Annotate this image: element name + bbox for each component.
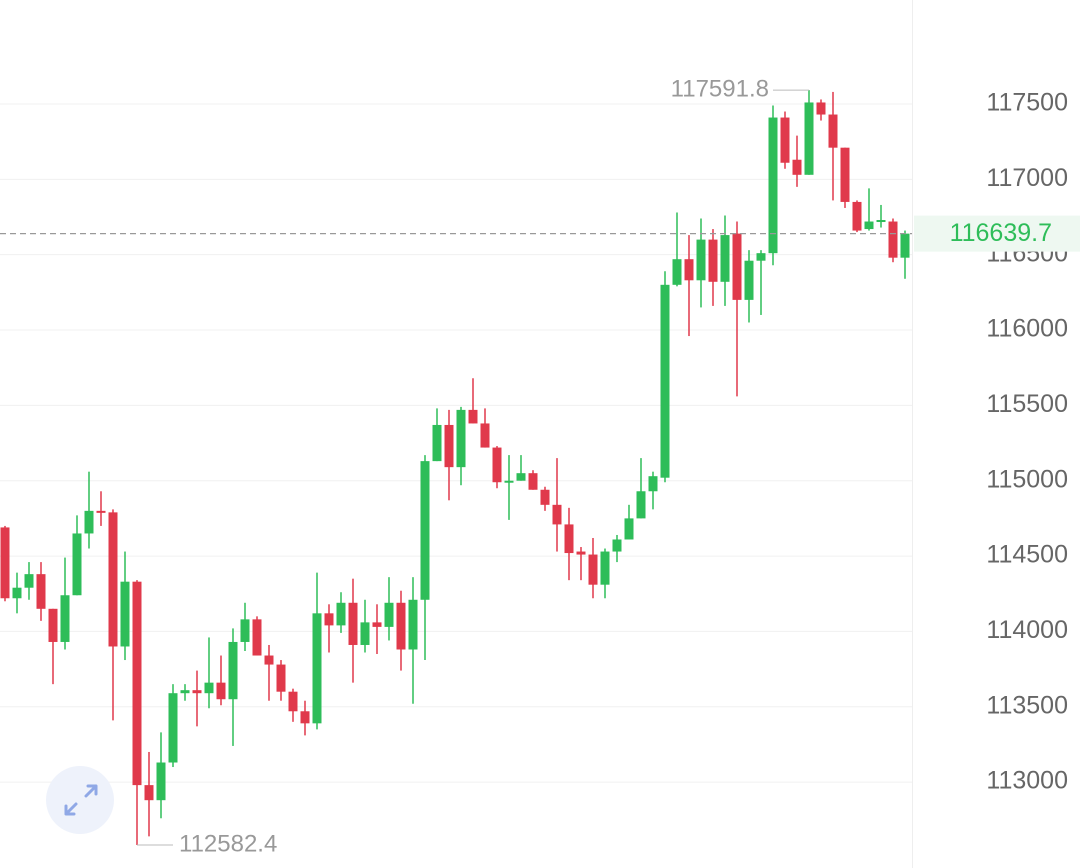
candle-body xyxy=(684,259,694,281)
candle-body xyxy=(132,581,142,786)
candle-body xyxy=(516,473,526,481)
last-price-box xyxy=(914,215,1080,252)
candle-body xyxy=(672,259,682,285)
candle-body xyxy=(696,239,706,281)
candle-body xyxy=(84,510,94,534)
candle-body xyxy=(288,691,298,712)
candle-body xyxy=(300,711,310,724)
candle-body xyxy=(48,608,58,642)
candle-body xyxy=(660,284,670,478)
candle-body xyxy=(168,693,178,763)
expand-icon xyxy=(64,784,98,816)
candle-body xyxy=(408,599,418,650)
candle-body xyxy=(216,682,226,700)
y-tick-label: 113000 xyxy=(986,767,1068,795)
candle-body xyxy=(720,235,730,282)
candle-body xyxy=(840,147,850,202)
candle-body xyxy=(732,233,742,300)
candle-body xyxy=(900,233,910,258)
y-tick-label: 116000 xyxy=(986,315,1068,343)
candle-body xyxy=(528,473,538,490)
candle-body xyxy=(648,476,658,492)
candle-body xyxy=(372,622,382,627)
candle-body xyxy=(852,201,862,231)
candle-body xyxy=(768,117,778,254)
candle-body xyxy=(336,602,346,626)
candle-body xyxy=(504,480,514,483)
candle-body xyxy=(156,762,166,801)
y-tick-label: 115500 xyxy=(986,390,1068,418)
candle-body xyxy=(540,489,550,505)
candle-body xyxy=(0,527,10,599)
candle-body xyxy=(348,602,358,645)
candle-body xyxy=(324,613,334,626)
candle-body xyxy=(624,518,634,540)
candle-body xyxy=(828,114,838,148)
candle-body xyxy=(24,574,34,588)
candle-body xyxy=(456,409,466,468)
candle-body xyxy=(552,504,562,525)
expand-button[interactable] xyxy=(46,766,114,834)
candle-body xyxy=(108,512,118,647)
candle-body xyxy=(60,595,70,642)
y-tick-label: 117500 xyxy=(986,89,1068,117)
candle-body xyxy=(888,221,898,258)
y-tick-label: 114000 xyxy=(986,616,1068,644)
candle-body xyxy=(228,641,238,700)
candle-body xyxy=(192,690,202,694)
candle-body xyxy=(444,424,454,468)
candle-body xyxy=(72,533,82,596)
candle-body xyxy=(744,260,754,300)
candle-body xyxy=(468,409,478,424)
candle-body xyxy=(384,602,394,627)
candle-body xyxy=(756,253,766,261)
max-marker-label: 117591.8 xyxy=(671,75,769,102)
min-marker-label: 112582.4 xyxy=(179,830,277,857)
candle-body xyxy=(360,622,370,645)
y-tick-label: 113500 xyxy=(986,691,1068,719)
candle-body xyxy=(240,619,250,642)
candle-body xyxy=(120,581,130,647)
last-price-label: 116639.7 xyxy=(950,219,1052,247)
candle-body xyxy=(312,613,322,724)
candle-body xyxy=(36,574,46,609)
candle-body xyxy=(588,554,598,585)
candle-body xyxy=(612,539,622,552)
candle-body xyxy=(480,423,490,448)
candle-body xyxy=(876,220,886,223)
candle-body xyxy=(204,682,214,694)
candle-body xyxy=(792,159,802,175)
candle-body xyxy=(576,551,586,555)
y-tick-label: 117000 xyxy=(986,164,1068,192)
candle-body xyxy=(144,785,154,801)
candle-body xyxy=(252,619,262,656)
candle-body xyxy=(636,491,646,519)
candle-body xyxy=(780,117,790,163)
candle-body xyxy=(564,524,574,554)
candle-body xyxy=(432,424,442,462)
candle-body xyxy=(804,102,814,175)
candle-body xyxy=(420,461,430,600)
candle-body xyxy=(180,690,190,694)
candle-body xyxy=(600,551,610,585)
candle-body xyxy=(864,221,874,230)
candle-body xyxy=(12,587,22,599)
candle-body xyxy=(96,510,106,513)
candle-body xyxy=(816,102,826,115)
candle-body xyxy=(276,664,286,692)
y-tick-label: 114500 xyxy=(986,541,1068,569)
candle-body xyxy=(264,655,274,665)
axis-panel xyxy=(912,0,1080,868)
candle-body xyxy=(492,447,502,483)
candle-body xyxy=(708,239,718,282)
y-tick-label: 115000 xyxy=(986,465,1068,493)
candle-body xyxy=(396,602,406,650)
